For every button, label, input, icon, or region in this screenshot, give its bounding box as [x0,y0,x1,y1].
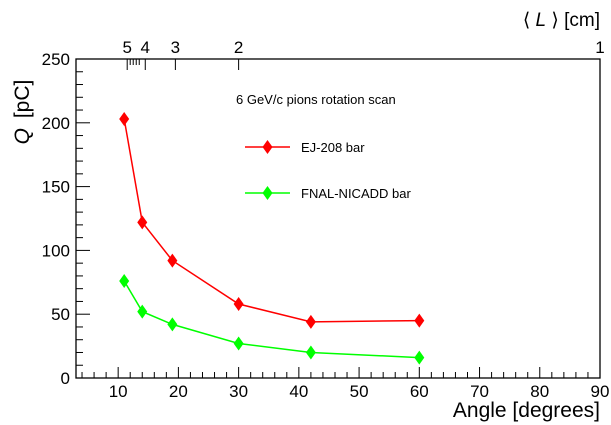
top-axis-bracket-close: ⟩ [551,10,564,31]
top-tick-label: 1 [595,38,604,57]
series-1-point [167,317,178,332]
series-1-point [233,336,244,351]
x-axis-title: Angle [degrees] [453,399,600,422]
series-1-point [119,274,130,289]
x-tick-label: 50 [350,382,369,401]
series-line-0 [123,118,420,323]
legend-entry-fnal-nicadd: FNAL-NICADD bar [245,186,411,201]
plot-frame [75,58,601,379]
top-tick-label: 2 [234,38,243,57]
y-axis-unit: [pC] [11,80,34,119]
x-tick-label: 70 [470,382,489,401]
series-layer [119,111,425,365]
legend-marker-ej208 [262,140,273,154]
y-axis-title: Q [pC] [11,80,34,145]
x-tick-label: 40 [289,382,308,401]
x-axis-ticks: 10 20 30 40 50 60 70 80 90 [81,367,610,401]
series-0-point [233,296,244,311]
series-line-1 [123,280,420,359]
series-0-point [414,313,425,328]
top-axis-ticks: 1 2 3 45 [122,38,605,70]
series-0-point [137,215,148,230]
legend: EJ-208 bar FNAL-NICADD bar [245,140,411,201]
top-tick-label: 4 [141,38,150,57]
y-tick-label: 200 [42,114,70,133]
chart-annotation: 6 GeV/c pions rotation scan [236,92,396,107]
y-tick-label: 0 [61,369,70,388]
series-1-point [137,304,148,319]
top-tick-label: 3 [171,38,180,57]
y-tick-label: 50 [51,305,70,324]
top-axis-bracket-open: ⟨ [523,10,536,31]
x-tick-label: 90 [591,382,610,401]
y-tick-label: 100 [42,241,70,260]
series-0-point [305,314,316,329]
series-0-point [119,111,130,126]
series-1-point [414,350,425,365]
legend-label-ej208: EJ-208 bar [301,140,365,155]
y-axis-ticks: 0 50 100 150 200 250 [42,50,90,388]
top-axis-unit: [cm] [564,10,600,31]
series-1-point [305,345,316,360]
series-0-point [167,253,178,268]
y-tick-label: 250 [42,50,70,69]
legend-label-fnal-nicadd: FNAL-NICADD bar [301,186,411,201]
x-tick-label: 30 [229,382,248,401]
y-tick-label: 150 [42,178,70,197]
y-axis-variable: Q [11,128,34,144]
legend-entry-ej208: EJ-208 bar [245,140,365,155]
top-tick-label: 5 [122,38,131,57]
legend-marker-fnal-nicadd [262,186,273,200]
top-axis-title: ⟨ L ⟩ [cm] [523,10,600,31]
x-tick-label: 80 [530,382,549,401]
x-tick-label: 20 [169,382,188,401]
x-tick-label: 60 [410,382,429,401]
top-axis-variable: L [536,10,547,31]
x-tick-label: 10 [109,382,128,401]
